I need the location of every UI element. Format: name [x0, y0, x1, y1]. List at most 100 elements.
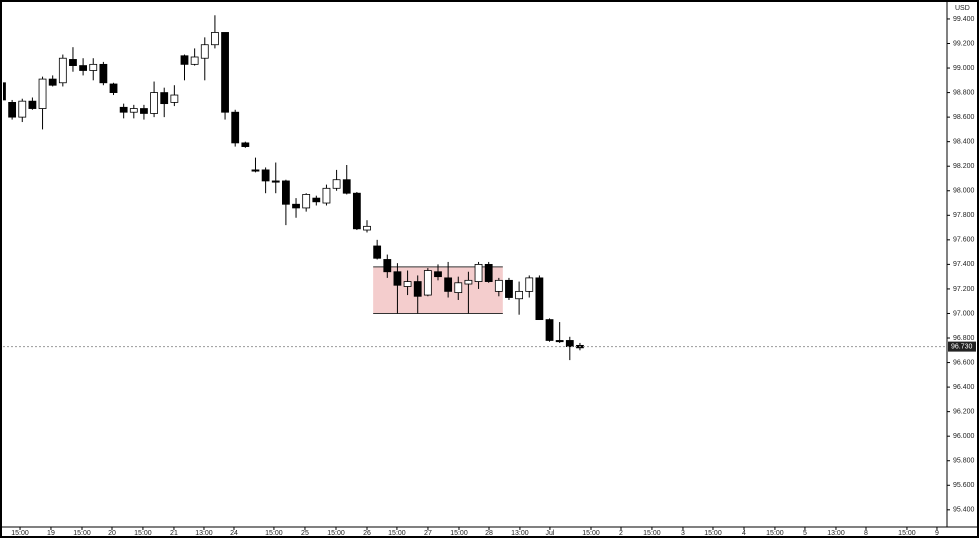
- candle-body: [302, 194, 311, 209]
- candle-body: [109, 83, 118, 93]
- y-tick-label: 98.000: [953, 188, 975, 195]
- candle-body: [342, 179, 351, 194]
- x-tick-label: 9: [935, 530, 939, 537]
- x-tick-label: 27: [424, 530, 432, 537]
- candle-body: [494, 279, 503, 292]
- x-tick-label: 15:00: [450, 530, 468, 537]
- x-tick-label: 15:00: [388, 530, 406, 537]
- candle-body: [3, 82, 6, 101]
- candle-body: [190, 56, 199, 65]
- y-tick-label: 97.200: [953, 286, 975, 293]
- candle-body: [535, 277, 544, 321]
- x-tick-label: 15:00: [898, 530, 916, 537]
- candle-body: [505, 279, 513, 298]
- candle-body: [99, 63, 108, 84]
- y-tick-label: 95.400: [953, 507, 975, 514]
- x-tick-label: 25: [301, 530, 309, 537]
- y-tick-label: 95.600: [953, 482, 975, 489]
- x-tick-label: Jul: [545, 530, 554, 537]
- candle-body: [8, 102, 17, 118]
- x-tick-label: 5: [803, 530, 807, 537]
- candle-body: [322, 187, 331, 204]
- candle-body: [48, 78, 57, 86]
- last-price-label: 96.730: [951, 343, 973, 350]
- candle-body: [373, 245, 382, 259]
- candle-body: [403, 281, 412, 287]
- candle-body: [180, 55, 189, 65]
- x-tick-label: 13:00: [195, 530, 213, 537]
- x-tick-label: 19: [47, 530, 55, 537]
- candle-body: [231, 111, 240, 144]
- candle-body: [444, 277, 453, 292]
- candle-body: [555, 340, 564, 343]
- x-tick-label: 15:00: [327, 530, 345, 537]
- candle-body: [69, 59, 77, 66]
- candle-body: [251, 169, 260, 172]
- y-tick-label: 96.400: [953, 384, 975, 391]
- x-tick-label: 8: [864, 530, 868, 537]
- candle-body: [160, 92, 169, 105]
- candle-body: [292, 203, 300, 209]
- candle-body: [221, 32, 229, 113]
- candle-body: [383, 259, 392, 273]
- candle-body: [352, 192, 361, 230]
- x-tick-label: 13:00: [827, 530, 845, 537]
- candle-body: [413, 281, 422, 297]
- x-tick-label: 26: [363, 530, 371, 537]
- candle-body: [38, 78, 47, 109]
- candle-body: [474, 263, 483, 282]
- candle-body: [332, 179, 341, 189]
- y-tick-label: 97.000: [953, 310, 975, 317]
- x-tick-label: 3: [681, 530, 685, 537]
- candle-body: [18, 100, 27, 118]
- y-tick-label: 96.200: [953, 408, 975, 415]
- candle-body: [150, 92, 158, 114]
- x-tick-label: 15:00: [582, 530, 600, 537]
- x-tick-label: 15:00: [643, 530, 661, 537]
- y-tick-label: 98.800: [953, 89, 975, 96]
- y-tick-label: 99.200: [953, 40, 975, 47]
- x-tick-label: 15:00: [265, 530, 283, 537]
- candle-body: [261, 169, 270, 182]
- candle-body: [464, 279, 473, 285]
- y-tick-label: 99.400: [953, 16, 975, 23]
- x-tick-label: 15:00: [134, 530, 152, 537]
- x-tick-label: 15:00: [766, 530, 784, 537]
- candle-body: [200, 44, 209, 59]
- y-tick-label: 98.200: [953, 163, 975, 170]
- x-tick-label: 28: [485, 530, 493, 537]
- y-tick-label: 98.600: [953, 114, 975, 121]
- candle-body: [281, 180, 290, 205]
- last-price-tag: [948, 341, 976, 352]
- candle-body: [515, 290, 524, 300]
- candle-body: [28, 100, 37, 109]
- y-tick-label: 96.600: [953, 359, 975, 366]
- x-tick-label: 13:00: [511, 530, 529, 537]
- x-tick-label: 4: [742, 530, 746, 537]
- candle-body: [454, 282, 463, 294]
- x-tick-label: 15:00: [73, 530, 91, 537]
- y-tick-label: 96.000: [953, 433, 975, 440]
- x-tick-label: 21: [170, 530, 178, 537]
- y-tick-label: 97.600: [953, 237, 975, 244]
- y-tick-label: 95.800: [953, 458, 975, 465]
- candle-body: [79, 65, 88, 71]
- candle-body: [363, 225, 371, 231]
- candle-body: [565, 340, 574, 348]
- x-tick-label: 15:00: [11, 530, 29, 537]
- y-tick-label: 97.400: [953, 261, 975, 268]
- candle-body: [211, 32, 219, 46]
- candle-body: [140, 108, 148, 114]
- x-tick-label: 2: [619, 530, 623, 537]
- candle-body: [545, 319, 554, 341]
- y-tick-label: 98.400: [953, 139, 975, 146]
- candle-body: [525, 277, 534, 292]
- candle-body: [271, 180, 280, 183]
- y-tick-label: 97.800: [953, 212, 975, 219]
- candle-body: [58, 57, 67, 84]
- axis-unit: USD: [955, 5, 970, 12]
- x-tick-label: 15:00: [704, 530, 722, 537]
- y-tick-label: 99.000: [953, 65, 975, 72]
- candle-body: [484, 263, 493, 282]
- candle-body: [119, 106, 128, 113]
